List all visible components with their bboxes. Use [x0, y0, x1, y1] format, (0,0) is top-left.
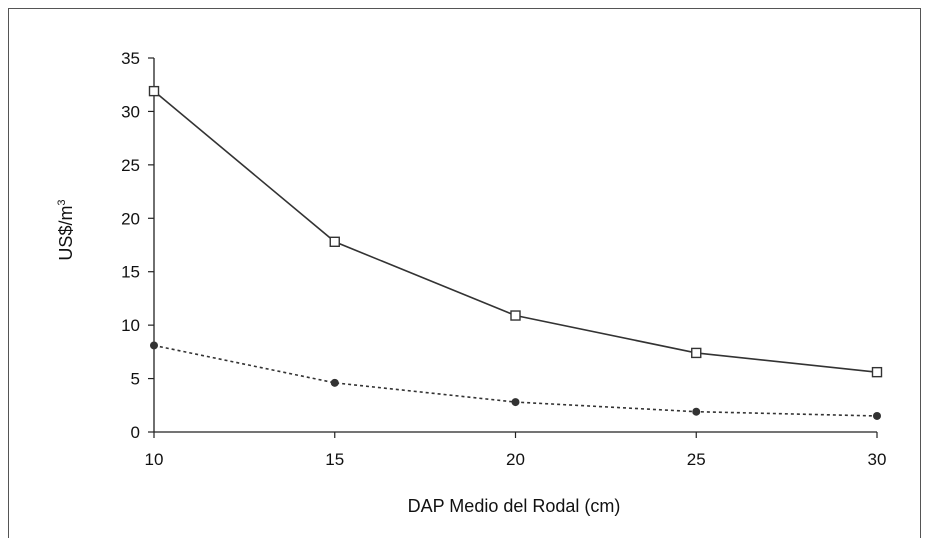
x-axis-label: DAP Medio del Rodal (cm) — [408, 496, 621, 516]
series-1-line — [153, 90, 878, 373]
series-2-point — [330, 378, 339, 387]
y-tick-label: 35 — [121, 49, 140, 68]
series-1-point — [871, 366, 883, 378]
y-tick-label: 10 — [121, 316, 140, 335]
x-tick-label: 10 — [145, 450, 164, 469]
y-axis-label: US$/m3 — [56, 199, 76, 260]
y-tick-label: 25 — [121, 156, 140, 175]
y-axis-label-superscript: 3 — [56, 199, 68, 205]
x-tick-label: 25 — [687, 450, 706, 469]
series-2-point — [511, 398, 520, 407]
series-layer — [148, 85, 883, 420]
y-axis-label-main: US$/m — [56, 206, 76, 261]
series-2-point — [150, 341, 158, 350]
series-1-point — [148, 85, 160, 97]
x-tick-label: 15 — [325, 450, 344, 469]
x-tick-label: 20 — [506, 450, 525, 469]
series-1-point — [510, 310, 521, 321]
y-tick-label: 15 — [121, 263, 140, 282]
x-tick-label: 30 — [868, 450, 887, 469]
series-2-point — [692, 407, 701, 416]
axes: 0 5 10 15 20 25 30 35 10 15 20 25 30 — [121, 49, 886, 469]
y-tick-label: 30 — [121, 102, 140, 121]
series-1-point — [329, 236, 340, 247]
y-tick-label: 5 — [131, 370, 140, 389]
y-tick-label: 20 — [121, 209, 140, 228]
y-tick-label: 0 — [131, 423, 140, 442]
series-2-point — [873, 411, 881, 420]
series-1-point — [691, 347, 702, 359]
